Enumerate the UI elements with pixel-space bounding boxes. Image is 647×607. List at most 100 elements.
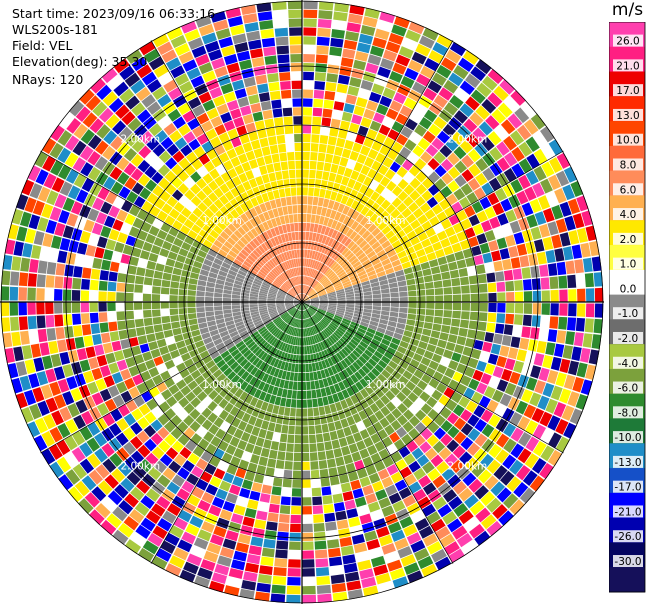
- velocity-gate: [225, 277, 235, 284]
- velocity-gate: [179, 224, 191, 235]
- velocity-gate: [398, 46, 414, 59]
- velocity-gate: [473, 339, 484, 351]
- velocity-gate: [467, 178, 481, 191]
- velocity-gate: [432, 440, 446, 454]
- velocity-gate: [266, 335, 274, 343]
- velocity-gate: [337, 297, 346, 301]
- velocity-gate: [143, 285, 152, 294]
- velocity-gate: [229, 266, 239, 273]
- velocity-gate: [372, 290, 381, 295]
- velocity-gate: [251, 407, 261, 418]
- velocity-gate: [442, 279, 452, 288]
- velocity-gate: [567, 198, 581, 215]
- velocity-gate: [559, 232, 571, 247]
- velocity-gate: [321, 235, 328, 244]
- velocity-gate: [317, 322, 324, 331]
- velocity-gate: [196, 296, 205, 302]
- velocity-gate: [328, 306, 337, 310]
- velocity-gate: [250, 265, 259, 273]
- velocity-gate: [368, 273, 378, 281]
- velocity-gate: [177, 408, 189, 421]
- velocity-gate: [236, 324, 246, 331]
- velocity-gate: [450, 459, 464, 474]
- velocity-gate: [415, 248, 426, 258]
- azimuth-spoke: [301, 301, 454, 564]
- velocity-gate: [215, 342, 225, 351]
- velocity-gate: [18, 272, 29, 287]
- velocity-gate: [284, 461, 293, 470]
- velocity-gate: [314, 283, 322, 291]
- velocity-gate: [352, 361, 361, 371]
- velocity-gate: [209, 229, 220, 239]
- velocity-gate: [344, 139, 354, 150]
- velocity-gate: [205, 78, 220, 91]
- velocity-gate: [139, 187, 152, 200]
- velocity-gate: [281, 388, 288, 398]
- velocity-gate: [386, 192, 397, 203]
- velocity-gate: [353, 105, 365, 117]
- velocity-gate: [371, 338, 381, 347]
- velocity-gate: [327, 357, 334, 367]
- velocity-gate: [260, 312, 269, 318]
- velocity-gate: [426, 511, 441, 525]
- velocity-gate: [229, 436, 240, 448]
- velocity-gate: [288, 425, 295, 435]
- velocity-gate: [422, 533, 439, 547]
- velocity-gate: [240, 295, 249, 299]
- velocity-gate: [305, 319, 309, 328]
- velocity-gate: [343, 186, 353, 197]
- velocity-gate: [219, 509, 233, 521]
- velocity-gate: [242, 180, 252, 191]
- velocity-gate: [364, 246, 374, 256]
- velocity-gate: [372, 306, 382, 311]
- velocity-gate: [89, 302, 98, 313]
- velocity-gate: [198, 91, 212, 104]
- velocity-gate: [152, 33, 169, 48]
- velocity-gate: [374, 231, 385, 241]
- velocity-gate: [9, 302, 19, 316]
- velocity-gate: [319, 303, 328, 305]
- velocity-gate: [496, 379, 509, 393]
- velocity-gate: [553, 343, 565, 358]
- velocity-gate: [407, 313, 417, 320]
- velocity-gate: [439, 263, 450, 273]
- velocity-gate: [261, 254, 269, 263]
- velocity-gate: [109, 261, 120, 272]
- velocity-gate: [389, 342, 399, 351]
- velocity-gate: [345, 343, 355, 352]
- velocity-gate: [376, 346, 386, 355]
- velocity-gate: [270, 314, 279, 320]
- velocity-gate: [200, 450, 213, 463]
- velocity-gate: [275, 36, 289, 46]
- velocity-gate: [181, 531, 196, 545]
- velocity-gate: [378, 124, 391, 136]
- velocity-gate: [377, 66, 391, 79]
- velocity-gate: [285, 296, 294, 300]
- velocity-gate: [307, 258, 312, 268]
- velocity-gate: [288, 291, 296, 297]
- velocity-gate: [304, 267, 308, 276]
- velocity-gate: [591, 256, 602, 272]
- velocity-gate: [385, 412, 396, 424]
- velocity-gate: [285, 304, 294, 308]
- velocity-gate: [287, 232, 293, 242]
- velocity-gate: [461, 169, 474, 182]
- velocity-gate: [369, 392, 380, 403]
- velocity-gate: [296, 302, 302, 309]
- velocity-gate: [339, 258, 348, 267]
- velocity-gate: [405, 380, 416, 391]
- velocity-gate: [227, 15, 243, 28]
- velocity-gate: [302, 205, 308, 214]
- velocity-gate: [298, 267, 301, 276]
- velocity-gate: [310, 278, 315, 287]
- velocity-gate: [304, 310, 308, 319]
- velocity-gate: [259, 309, 268, 314]
- velocity-gate: [503, 152, 518, 167]
- velocity-gate: [400, 126, 413, 139]
- velocity-gate: [409, 375, 421, 386]
- velocity-gate: [548, 432, 562, 449]
- velocity-gate: [357, 125, 369, 137]
- velocity-gate: [474, 433, 488, 447]
- velocity-gate: [133, 124, 148, 138]
- velocity-gate: [74, 336, 85, 349]
